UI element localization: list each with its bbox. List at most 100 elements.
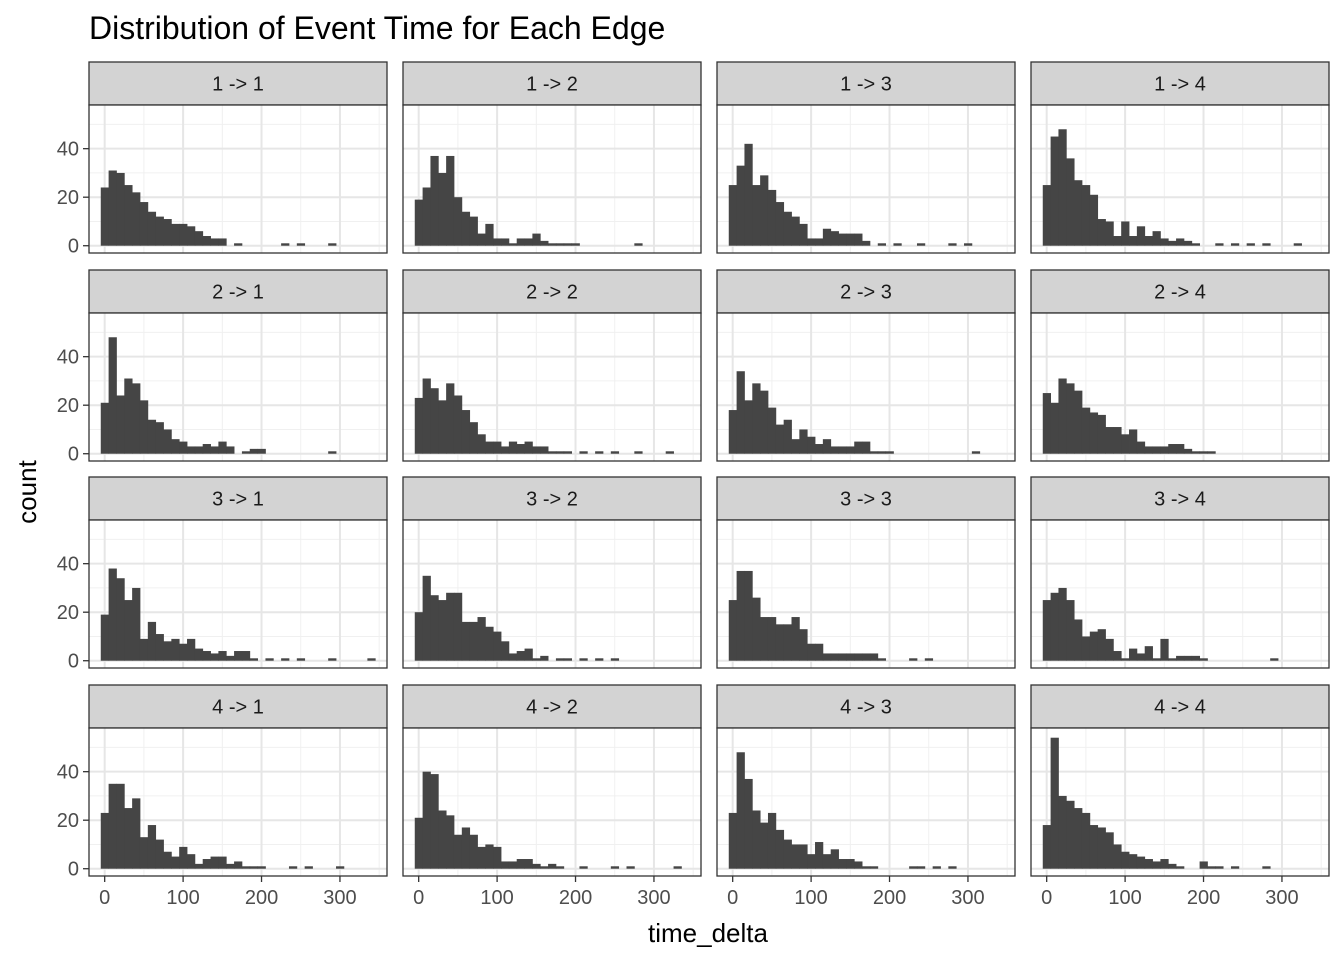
- histogram-bar: [147, 211, 157, 246]
- histogram-bar: [909, 866, 918, 869]
- histogram-bar: [1144, 446, 1153, 454]
- histogram-bar: [807, 854, 816, 869]
- histogram-bar: [736, 165, 745, 246]
- histogram-bar: [171, 638, 180, 661]
- histogram-bar: [453, 197, 463, 246]
- histogram-bar: [830, 446, 839, 454]
- histogram-bar: [1176, 444, 1185, 454]
- histogram-bar: [1050, 737, 1059, 869]
- histogram-bar: [249, 658, 259, 661]
- histogram-bar: [132, 383, 141, 454]
- histogram-bar: [595, 658, 604, 661]
- panel-border: [716, 727, 1016, 877]
- histogram-bar: [532, 658, 541, 661]
- panel-border: [88, 727, 388, 877]
- histogram-bar: [171, 439, 180, 454]
- histogram-bar: [1081, 185, 1091, 246]
- histogram-bar: [1074, 808, 1083, 869]
- x-tick-label: 300: [323, 887, 356, 909]
- histogram-bar: [854, 233, 863, 246]
- histogram-bar: [846, 859, 855, 869]
- histogram-bar: [1207, 451, 1216, 454]
- histogram-bar: [1113, 236, 1122, 246]
- histogram-bar: [846, 653, 855, 661]
- histogram-bar: [422, 378, 431, 454]
- histogram-bar: [1129, 236, 1138, 246]
- histogram-bar: [187, 638, 196, 661]
- histogram-bar: [1074, 390, 1083, 454]
- facet-panel: 4 -> 3 0 100 200 300: [716, 684, 1016, 909]
- histogram-bar: [885, 451, 894, 454]
- histogram-bars: [728, 570, 934, 661]
- histogram-bars: [1042, 129, 1302, 246]
- histogram-bar: [579, 451, 588, 454]
- histogram-bar: [446, 383, 455, 454]
- facet-strip: [402, 269, 702, 314]
- histogram-bar: [1113, 844, 1122, 869]
- histogram-bar: [187, 854, 196, 869]
- histogram-bar: [1121, 851, 1130, 869]
- histogram-bar: [485, 441, 494, 454]
- histogram-bar: [1121, 434, 1130, 454]
- panel-border: [88, 519, 388, 669]
- histogram-bar: [477, 434, 486, 454]
- facet-strip-label: 4 -> 4: [1154, 697, 1206, 719]
- histogram-bar: [1042, 600, 1052, 661]
- histogram-bar: [493, 441, 502, 454]
- panel-border: [716, 104, 1016, 254]
- histogram-bar: [1215, 866, 1224, 869]
- histogram-bar: [736, 371, 745, 454]
- histogram-bar: [1230, 866, 1240, 869]
- histogram-bar: [179, 223, 188, 246]
- histogram-bar: [508, 441, 518, 454]
- histogram-bar: [100, 614, 110, 661]
- histogram-bar: [501, 861, 510, 869]
- histogram-bar: [540, 240, 549, 246]
- histogram-bar: [249, 866, 259, 869]
- histogram-bar: [869, 451, 879, 454]
- histogram-bar: [862, 653, 871, 661]
- facet-panel: 1 -> 1 0 20 40: [57, 61, 388, 258]
- histogram-bar: [108, 170, 117, 246]
- histogram-bar: [830, 849, 839, 869]
- histogram-bar: [1152, 446, 1161, 454]
- x-tick-label: 300: [1265, 887, 1298, 909]
- histogram-bar: [791, 216, 800, 246]
- histogram-bar: [477, 233, 486, 246]
- histogram-bar: [767, 812, 777, 869]
- histogram-bar: [485, 844, 494, 869]
- histogram-bar: [108, 783, 117, 869]
- histogram-bar: [132, 192, 141, 246]
- histogram-bar: [226, 863, 235, 869]
- panel-border: [716, 312, 1016, 462]
- histogram-bar: [234, 651, 243, 661]
- facet-strip-label: 2 -> 4: [1154, 282, 1206, 304]
- histogram-bar: [414, 397, 424, 454]
- histogram-bar: [822, 854, 832, 869]
- histogram-bar: [124, 808, 133, 869]
- histogram-bar: [791, 617, 800, 661]
- histogram-bar: [124, 185, 133, 246]
- x-tick-label: 0: [727, 887, 738, 909]
- histogram-bar: [783, 211, 792, 246]
- facet-strip: [1030, 476, 1330, 521]
- histogram-bar: [1160, 859, 1169, 869]
- histogram-bar: [838, 233, 847, 246]
- histogram-bar: [877, 451, 887, 454]
- panel-border: [88, 312, 388, 462]
- histogram-bar: [1168, 863, 1177, 869]
- histogram-bar: [187, 226, 196, 246]
- histogram-bar: [218, 651, 227, 661]
- histogram-bar: [241, 651, 251, 661]
- histogram-bar: [1081, 636, 1091, 661]
- histogram-bar: [1105, 221, 1114, 246]
- histogram-bar: [916, 243, 926, 246]
- histogram-bar: [532, 446, 541, 454]
- histogram-bar: [257, 448, 266, 454]
- histogram-bars: [414, 378, 674, 454]
- facet-strip: [88, 684, 388, 729]
- histogram-bar: [1191, 655, 1201, 661]
- histogram-bar: [579, 866, 588, 869]
- x-tick-label: 100: [1108, 887, 1141, 909]
